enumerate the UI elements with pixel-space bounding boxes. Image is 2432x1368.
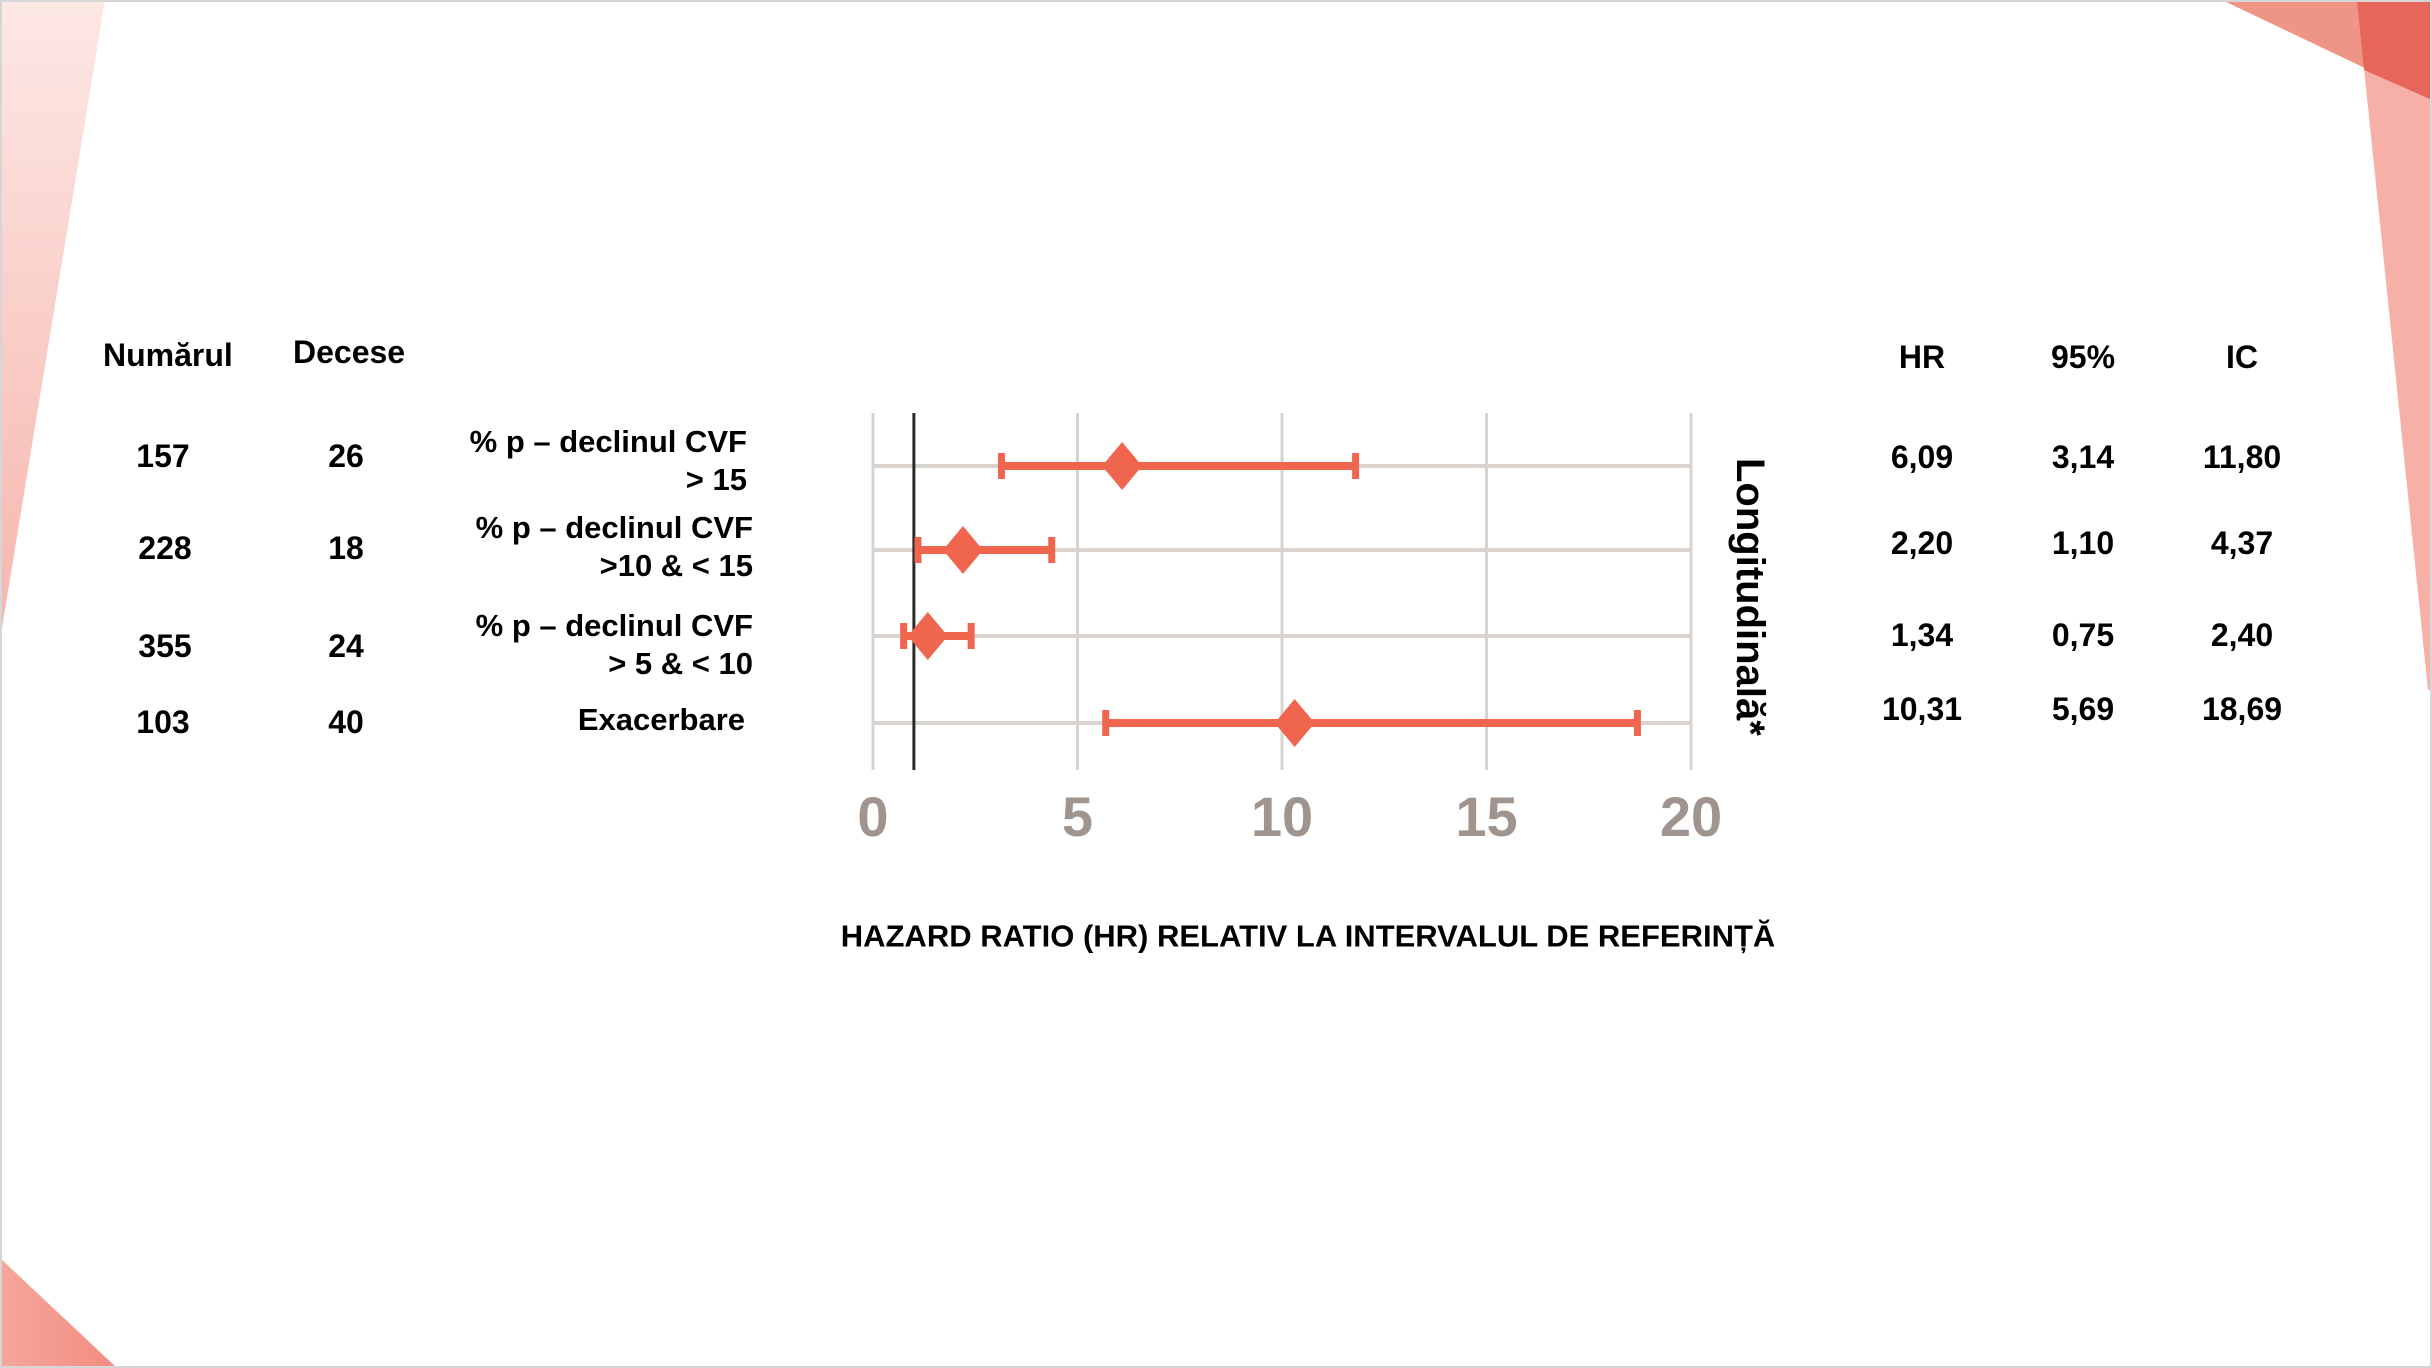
cell-hr: 2,20 — [1890, 525, 1954, 561]
cell-decese: 40 — [328, 704, 364, 740]
diamond-marker-icon — [1102, 442, 1143, 490]
diamond-marker-icon — [1274, 699, 1315, 747]
hr-marker-row — [900, 612, 975, 660]
cell-ci-high: 4,37 — [2210, 525, 2274, 561]
row-label-line1: Exacerbare — [577, 702, 745, 737]
header-decese: Decese — [293, 334, 406, 370]
header-95pct: 95% — [2050, 339, 2116, 375]
right-band-shape — [2357, 0, 2432, 690]
header-numar: Numărul — [103, 337, 233, 373]
cell-ci-low: 3,14 — [2051, 439, 2115, 475]
cell-ci-low: 0,75 — [2051, 617, 2115, 653]
x-axis-title: HAZARD RATIO (HR) RELATIV LA INTERVALUL … — [840, 918, 1776, 954]
row-label: % p – declinul CVF >10 & < 15 — [476, 509, 753, 585]
row-label-line2: >10 & < 15 — [599, 548, 753, 583]
cell-hr: 6,09 — [1890, 439, 1954, 475]
x-tick-label: 5 — [1061, 785, 1094, 848]
cell-hr: 10,31 — [1881, 691, 1963, 727]
x-tick-label: 20 — [1659, 785, 1723, 848]
diamond-marker-icon — [942, 526, 983, 574]
hr-marker-row — [1102, 699, 1641, 747]
cell-numar: 157 — [136, 438, 190, 474]
cell-ci-high: 2,40 — [2210, 617, 2274, 653]
x-tick-label: 10 — [1250, 785, 1314, 848]
row-label-line1: % p – declinul CVF — [469, 424, 747, 459]
cell-numar: 103 — [136, 704, 190, 740]
cell-ci-low: 5,69 — [2051, 691, 2115, 727]
cell-ci-low: 1,10 — [2051, 525, 2115, 561]
header-ic: IC — [2226, 339, 2258, 375]
header-hr: HR — [1898, 339, 1946, 375]
left-band-shape — [0, 0, 105, 640]
cell-decese: 18 — [328, 530, 364, 566]
hr-marker-row — [997, 442, 1360, 490]
cell-decese: 24 — [328, 628, 364, 664]
side-label-longitudinala: Longitudinală* — [1728, 458, 1772, 736]
row-label: % p – declinul CVF > 5 & < 10 — [476, 607, 753, 683]
cell-ci-high: 18,69 — [2201, 691, 2283, 727]
row-label-line1: % p – declinul CVF — [475, 608, 753, 643]
top-right-overlap — [2357, 0, 2432, 100]
diamond-marker-icon — [907, 612, 948, 660]
x-tick-label: 0 — [857, 785, 889, 848]
row-label: Exacerbare — [578, 701, 745, 739]
row-label-line2: > 15 — [685, 462, 747, 497]
cell-ci-high: 11,80 — [2202, 439, 2282, 475]
row-label: % p – declinul CVF > 15 — [470, 423, 747, 499]
cell-numar: 355 — [138, 628, 192, 664]
cell-numar: 228 — [138, 530, 192, 566]
row-label-line2: > 5 & < 10 — [608, 646, 753, 681]
hr-markers — [900, 442, 1641, 747]
row-label-line1: % p – declinul CVF — [475, 510, 753, 545]
cell-hr: 1,34 — [1890, 617, 1954, 653]
hr-marker-row — [914, 526, 1056, 574]
cell-decese: 26 — [328, 438, 364, 474]
x-tick-label: 15 — [1455, 785, 1518, 848]
bottom-left-triangle — [0, 1258, 117, 1368]
